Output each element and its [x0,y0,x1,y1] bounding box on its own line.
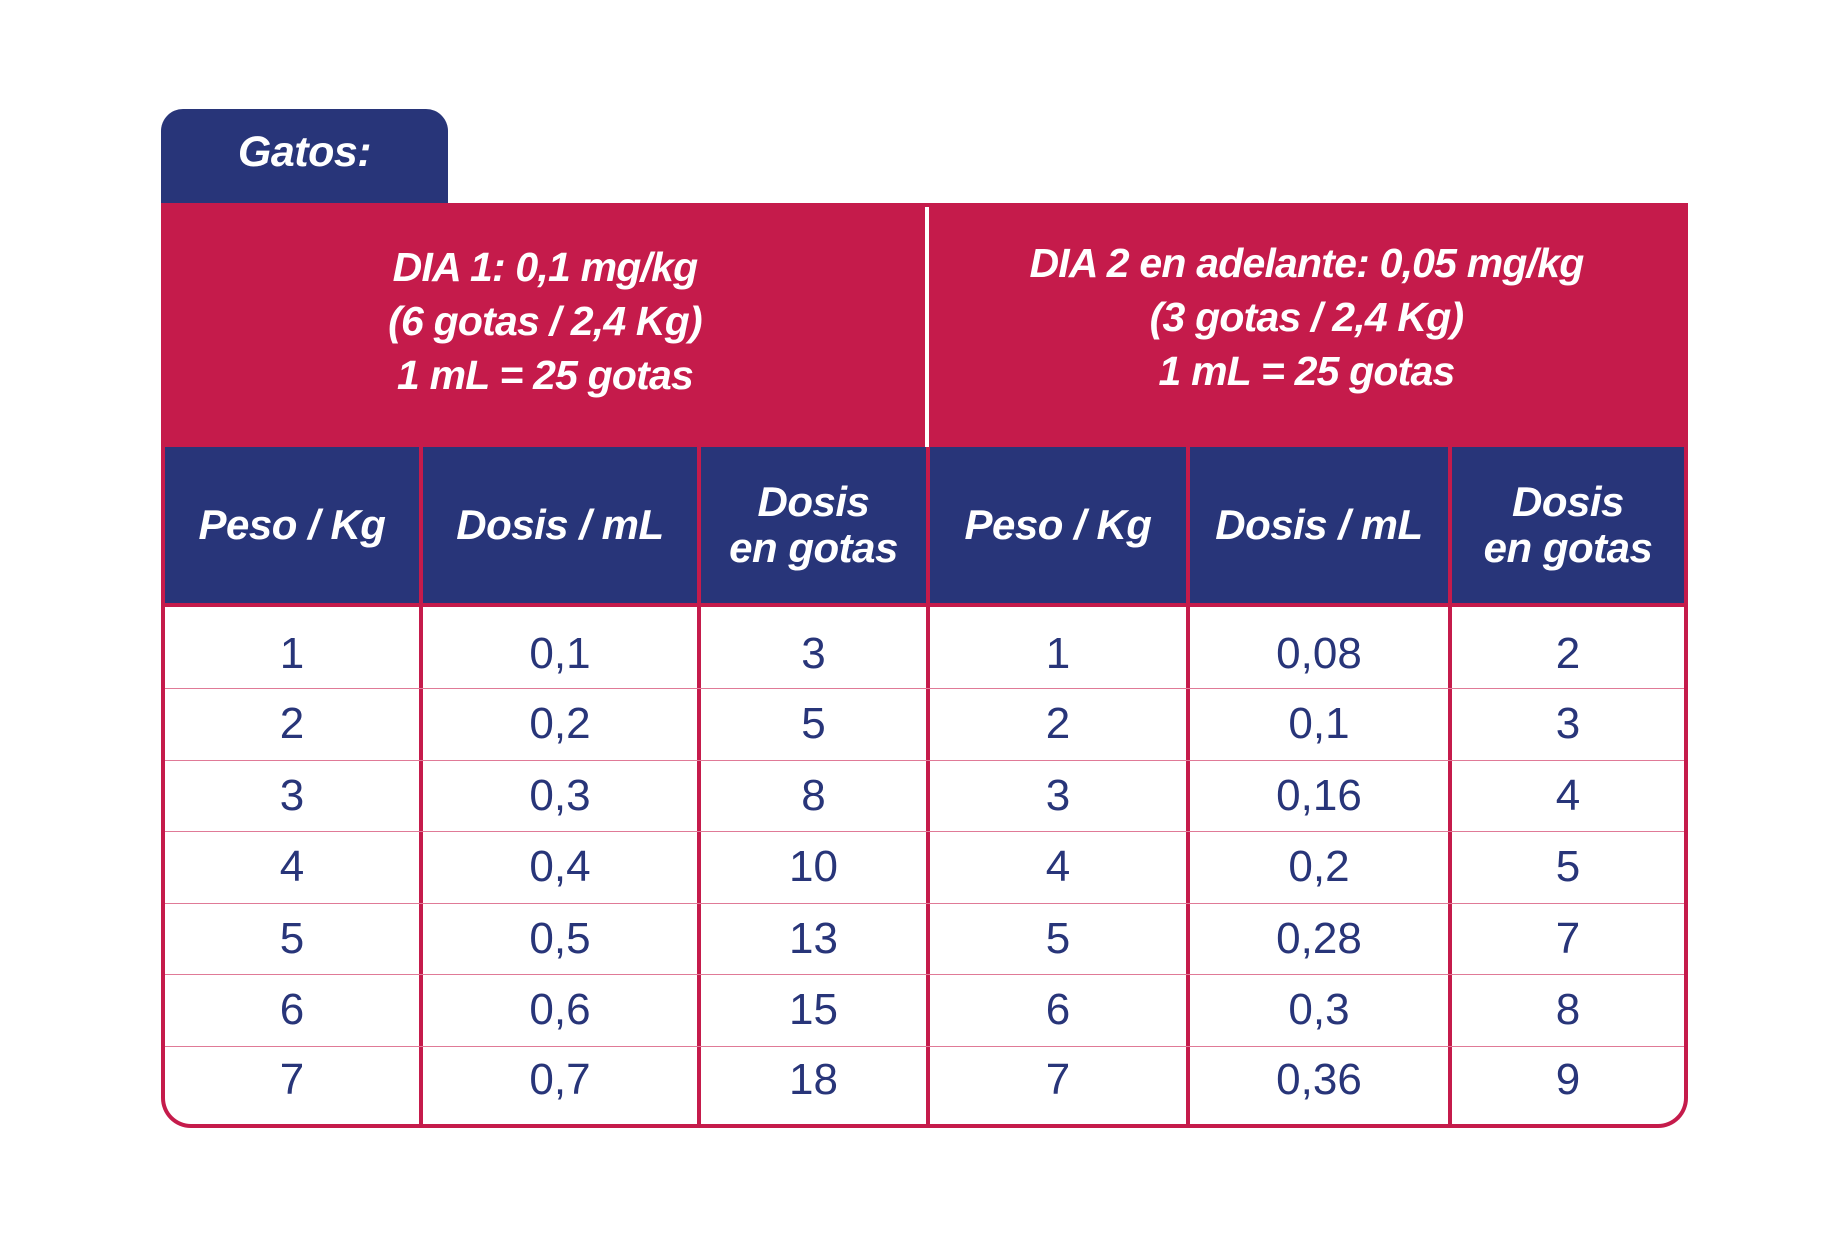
cell-weight: 6 [930,975,1190,1046]
cell-weight: 7 [165,1046,423,1124]
cell-weight: 3 [930,760,1190,831]
cell-dose-ml: 0,3 [423,760,701,831]
cell-dose-drops: 3 [701,607,930,688]
cell-weight: 3 [165,760,423,831]
cell-weight: 2 [930,689,1190,760]
cell-dose-ml: 0,1 [1190,689,1452,760]
cell-dose-ml: 0,1 [423,607,701,688]
table-row: 6 0,6 15 6 0,3 8 [165,975,1684,1047]
cell-weight: 4 [930,832,1190,903]
cell-dose-drops: 3 [1555,699,1581,749]
header-text: en gotas [1483,524,1653,571]
cell-dose-drops: 13 [701,903,930,974]
cell-weight: 7 [930,1046,1190,1124]
cell-weight: 1 [165,607,423,688]
column-header-dose-drops-day1: Dosis en gotas [701,447,930,603]
dose-line: 1 mL = 25 gotas [396,352,694,398]
dose-header-day-2-onward: DIA 2 en adelante: 0,05 mg/kg (3 gotas /… [929,203,1684,447]
header-text: Peso / Kg [964,501,1152,548]
cell-dose-drops: 8 [701,760,930,831]
dose-header-band: DIA 1: 0,1 mg/kg (6 gotas / 2,4 Kg) 1 mL… [165,203,1684,451]
dose-line: DIA 1: 0,1 mg/kg [392,244,698,290]
cell-dose-ml: 0,5 [423,903,701,974]
table-body: 1 0,1 3 1 0,08 2 2 0,2 5 2 0,1 3 3 0,3 8… [165,607,1684,1124]
column-header-dose-ml-day2: Dosis / mL [1190,447,1452,603]
cell-weight: 6 [165,975,423,1046]
cell-dose-drops: 2 [1555,628,1581,678]
table-row: 5 0,5 13 5 0,28 7 [165,903,1684,975]
column-header-weight-day2: Peso / Kg [930,447,1190,603]
dose-line: (6 gotas / 2,4 Kg) [388,298,702,344]
cell-dose-ml: 0,2 [1190,832,1452,903]
column-header-row: Peso / Kg Dosis / mL Dosis en gotas Peso… [165,447,1684,607]
header-text: Peso / Kg [198,501,386,548]
cell-dose-ml: 0,3 [1190,975,1452,1046]
cell-weight: 5 [165,903,423,974]
table-row: 7 0,7 18 7 0,36 9 [165,1046,1684,1124]
table-row: 4 0,4 10 4 0,2 5 [165,832,1684,904]
cell-weight: 4 [165,832,423,903]
cell-dose-drops: 5 [701,689,930,760]
cell-dose-drops: 18 [701,1046,930,1124]
cell-dose-ml: 0,6 [423,975,701,1046]
column-header-dose-drops-day2: Dosis en gotas [1452,447,1684,603]
cell-dose-drops: 10 [701,832,930,903]
cell-dose-ml: 0,16 [1190,760,1452,831]
table-row: 3 0,3 8 3 0,16 4 [165,760,1684,832]
tab-label: Gatos: [237,127,372,176]
cell-dose-drops: 4 [1555,770,1581,820]
cell-weight: 5 [930,903,1190,974]
header-text: Dosis / mL [1215,501,1423,548]
table-row: 1 0,1 3 1 0,08 2 [165,607,1684,689]
dose-line: DIA 2 en adelante: 0,05 mg/kg [1029,240,1584,286]
dose-line: (3 gotas / 2,4 Kg) [1149,294,1464,340]
header-text: Dosis [757,478,870,525]
cell-dose-ml: 0,2 [423,689,701,760]
cell-dose-drops: 8 [1555,985,1581,1035]
cell-weight: 2 [165,689,423,760]
cell-dose-drops: 9 [1555,1055,1581,1105]
dose-header-day-1: DIA 1: 0,1 mg/kg (6 gotas / 2,4 Kg) 1 mL… [165,207,929,451]
cell-dose-drops: 5 [1555,842,1581,892]
dosage-table: DIA 1: 0,1 mg/kg (6 gotas / 2,4 Kg) 1 mL… [161,203,1688,1128]
cell-weight: 1 [930,607,1190,688]
cell-dose-drops: 7 [1555,913,1581,963]
dose-line: 1 mL = 25 gotas [1158,348,1455,394]
cell-dose-ml: 0,08 [1190,607,1452,688]
cell-dose-ml: 0,7 [423,1046,701,1124]
cell-dose-drops: 15 [701,975,930,1046]
cell-dose-ml: 0,4 [423,832,701,903]
cell-dose-ml: 0,36 [1190,1046,1452,1124]
header-text: en gotas [729,524,898,571]
column-header-weight-day1: Peso / Kg [165,447,423,603]
cell-dose-ml: 0,28 [1190,903,1452,974]
header-text: Dosis [1512,478,1624,525]
section-tab-gatos: Gatos: [161,109,448,205]
table-row: 2 0,2 5 2 0,1 3 [165,689,1684,761]
column-header-dose-ml-day1: Dosis / mL [423,447,701,603]
header-text: Dosis / mL [456,501,664,548]
